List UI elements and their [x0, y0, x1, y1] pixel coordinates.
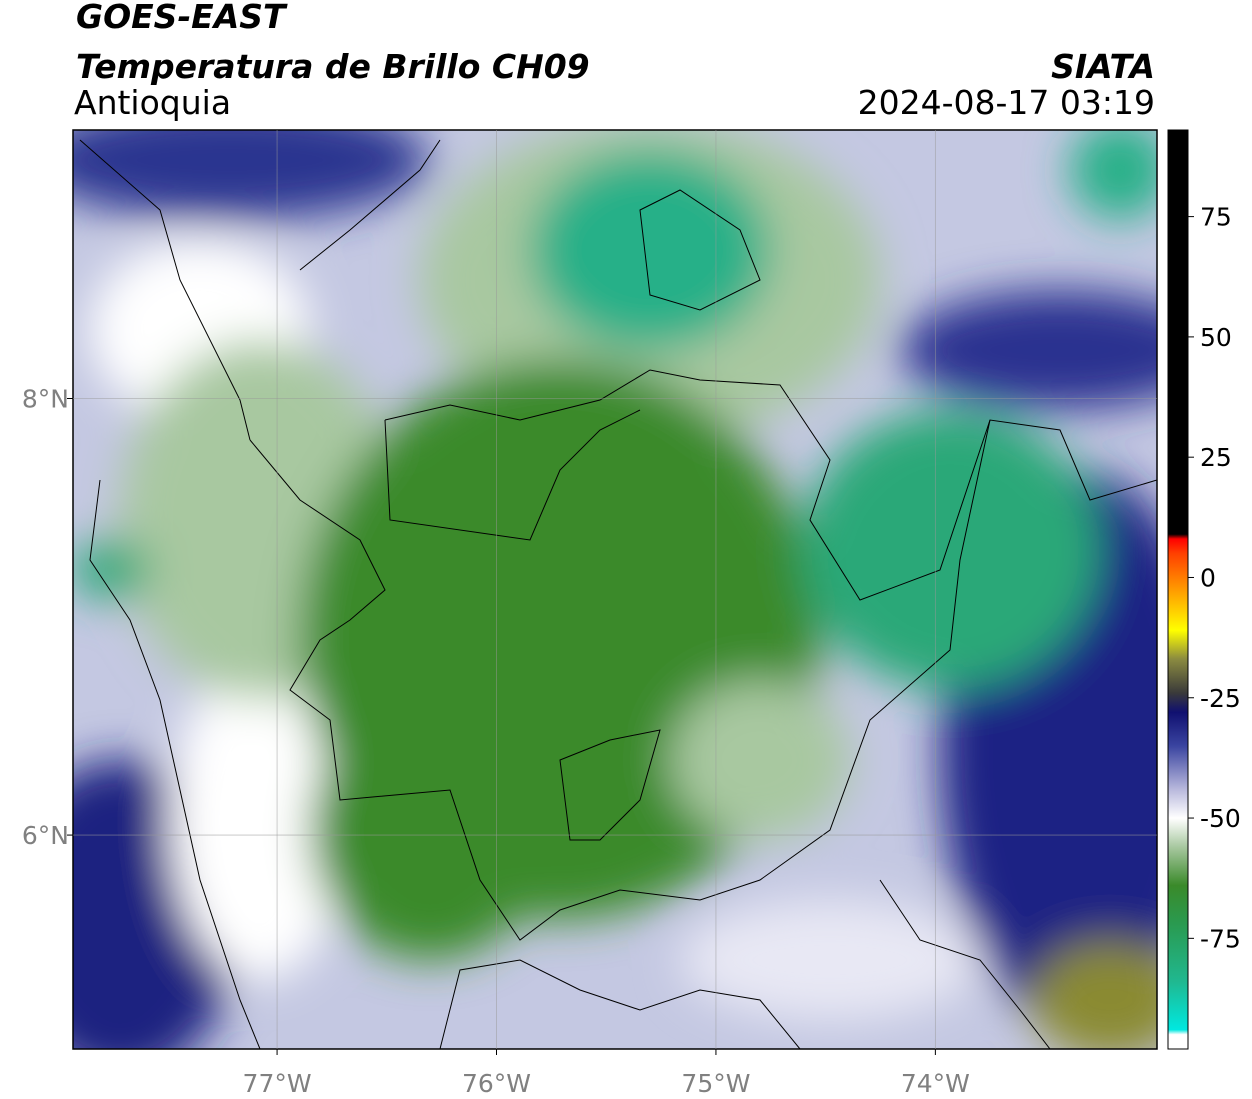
- colorbar-tick-label: -75: [1200, 924, 1241, 953]
- colorbar-tick-label: 50: [1200, 323, 1232, 352]
- borders: [79, 139, 1157, 1049]
- colorbar-tick-label: 25: [1200, 443, 1232, 472]
- title: GOES-EAST: [76, 0, 288, 36]
- map-frame: [72, 129, 1158, 1050]
- colorbar-tick-label: -25: [1200, 684, 1241, 713]
- y-tick-label: 6°N: [22, 821, 69, 850]
- map-image: [73, 130, 1157, 1049]
- colorbar-tick-label: 75: [1200, 203, 1232, 232]
- y-tick-label: 8°N: [22, 384, 69, 413]
- colorbar-tick-label: 0: [1200, 563, 1216, 592]
- colorbar: [1167, 129, 1189, 1050]
- source: SIATA: [1051, 47, 1155, 86]
- region: Antioquia: [74, 83, 231, 122]
- subtitle: Temperatura de Brillo CH09: [76, 47, 590, 86]
- x-tick-label: 77°W: [243, 1069, 312, 1098]
- datetime: 2024-08-17 03:19: [858, 83, 1155, 122]
- x-tick-label: 76°W: [462, 1069, 531, 1098]
- graticule: [73, 130, 1157, 1049]
- x-tick-label: 75°W: [681, 1069, 750, 1098]
- x-tick-label: 74°W: [901, 1069, 970, 1098]
- colorbar-tick-label: -50: [1200, 804, 1241, 833]
